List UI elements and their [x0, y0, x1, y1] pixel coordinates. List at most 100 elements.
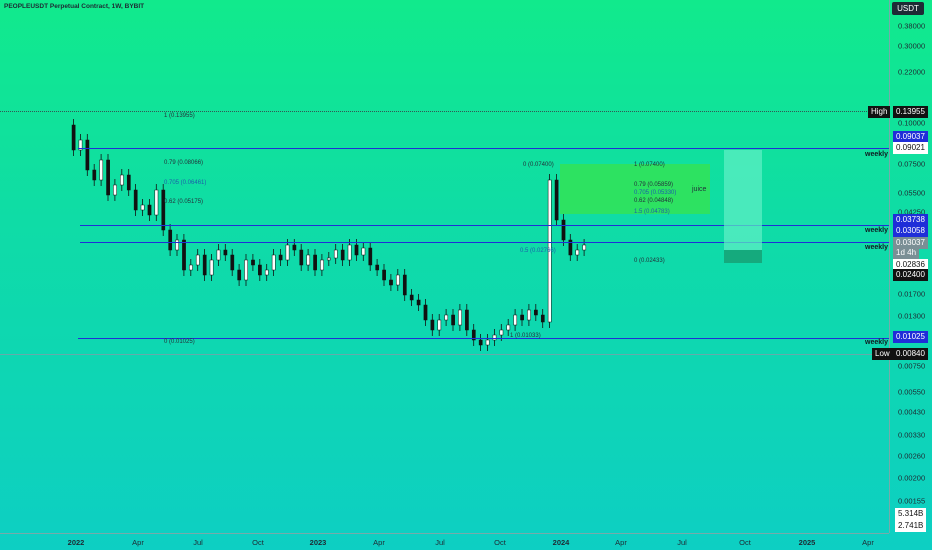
candle-body — [140, 204, 145, 211]
weekly-level-line[interactable] — [78, 338, 889, 339]
candle-body — [368, 247, 373, 266]
price-tick-label: 0.00260 — [898, 451, 926, 461]
fib-left-label: 0.62 (0.05175) — [164, 199, 204, 205]
long-position-target[interactable] — [724, 150, 762, 250]
time-tick-label: Oct — [252, 538, 264, 547]
candle-body — [506, 324, 511, 331]
time-tick-label: 2022 — [67, 538, 85, 547]
candle-body — [202, 254, 207, 276]
candle-body — [527, 309, 531, 321]
price-tick-label: 0.07500 — [898, 159, 926, 169]
chart-title: PEOPLEUSDT Perpetual Contract, 1W, BYBIT — [4, 3, 145, 10]
candle-body — [465, 309, 469, 331]
candle-body — [409, 294, 414, 301]
juice-label: juice — [692, 186, 707, 193]
high-price-badge: 0.13955 — [893, 106, 928, 118]
price-tick-label: 0.00330 — [898, 430, 926, 440]
time-tick-label: Apr — [615, 538, 627, 547]
price-tick-label: 0.00750 — [898, 361, 926, 371]
fib-right-label: 0.705 (0.05330) — [634, 190, 677, 196]
price-tick-label: 0.01700 — [898, 289, 926, 299]
weekly-level-line[interactable] — [80, 242, 889, 243]
time-tick-label: Jul — [435, 538, 445, 547]
time-tick-label: 2024 — [552, 538, 570, 547]
time-tick-label: 2023 — [309, 538, 327, 547]
candle-body — [161, 189, 166, 231]
fib-left-label: 1 (0.13955) — [164, 113, 195, 119]
fib-right-label: 0 (0.07400) — [523, 162, 554, 168]
candle-body — [416, 299, 421, 306]
long-position-stop[interactable] — [724, 250, 762, 263]
candle-body — [209, 259, 214, 276]
price-tick-label: 0.22000 — [898, 67, 926, 77]
price-tick-label: 0.38000 — [898, 21, 926, 31]
candlestick-chart[interactable] — [0, 0, 889, 533]
candle-body — [182, 239, 186, 271]
candle-body — [547, 179, 552, 323]
candle-body — [78, 139, 83, 151]
candle-body — [244, 259, 248, 281]
weekly-label: weekly — [865, 151, 888, 158]
time-tick-label: Oct — [494, 538, 506, 547]
time-tick-label: Oct — [739, 538, 751, 547]
level-price-badge: 0.03058 — [893, 225, 928, 237]
candle-body — [520, 314, 524, 321]
time-tick-label: Jul — [677, 538, 687, 547]
candle-body — [382, 269, 386, 281]
fib-right-label: 0 (0.02433) — [634, 258, 665, 264]
candle-body — [264, 269, 269, 276]
candle-body — [561, 219, 566, 241]
candle-body — [92, 169, 97, 181]
currency-unit-button[interactable]: USDT — [892, 2, 924, 15]
candle-body — [327, 257, 331, 261]
candle-body — [361, 247, 366, 256]
candle-body — [485, 339, 490, 346]
time-scale[interactable]: 2022 Apr Jul Oct 2023 Apr Jul Oct 2024 Apr Jul Oct 2… — [0, 533, 889, 551]
candle-body — [147, 204, 152, 216]
candle-body — [106, 159, 110, 196]
candle-body — [99, 159, 104, 181]
level-price-badge: 0.01025 — [893, 331, 928, 343]
candle-body — [292, 244, 297, 251]
price-tick-label: 0.10000 — [898, 118, 926, 128]
candle-body — [313, 254, 317, 271]
candle-body — [133, 189, 138, 211]
candle-body — [423, 304, 428, 321]
fib-left-label: 0 (0.01025) — [164, 339, 195, 345]
price-scale[interactable]: 0.38000 0.30000 0.22000 0.10000 0.07500 0.055… — [889, 0, 932, 533]
candle-body — [154, 189, 159, 216]
time-tick-label: Apr — [132, 538, 144, 547]
price-tick-label: 0.04250 — [898, 207, 926, 217]
level-price-badge: 0.09037 — [893, 131, 928, 143]
candle-body — [126, 174, 131, 191]
low-label-badge: Low — [872, 348, 893, 360]
price-tick-label: 0.00550 — [898, 387, 926, 397]
candle-body — [513, 314, 518, 326]
candle-body — [396, 274, 400, 286]
volume-badge: 2.741B — [895, 520, 927, 532]
candle-body — [189, 264, 193, 271]
fib-right-label: 1 (0.01033) — [510, 333, 541, 339]
fib-target-zone[interactable] — [560, 164, 710, 214]
target-price-badge: 0.02400 — [893, 269, 928, 281]
weekly-label: weekly — [865, 244, 888, 251]
candle-body — [285, 244, 290, 261]
candle-body — [230, 254, 235, 271]
level-price-badge: 0.09021 — [893, 142, 928, 154]
candle-body — [582, 244, 587, 251]
weekly-level-line[interactable] — [80, 225, 889, 226]
fib-right-label: 1.5 (0.04783) — [634, 209, 670, 215]
candle-body — [375, 264, 380, 271]
time-tick-label: Jul — [193, 538, 203, 547]
weekly-label: weekly — [865, 227, 888, 234]
candle-body — [85, 139, 90, 171]
volume-badge: 5.314B — [895, 508, 927, 520]
weekly-level-line[interactable] — [78, 148, 889, 149]
fib-left-label: 0.79 (0.08066) — [164, 160, 204, 166]
price-tick-label: 0.00430 — [898, 407, 926, 417]
time-tick-label: 2025 — [798, 538, 816, 547]
price-tick-label: 0.00155 — [898, 496, 926, 506]
candle-body — [320, 259, 324, 271]
time-tick-label: Apr — [862, 538, 874, 547]
